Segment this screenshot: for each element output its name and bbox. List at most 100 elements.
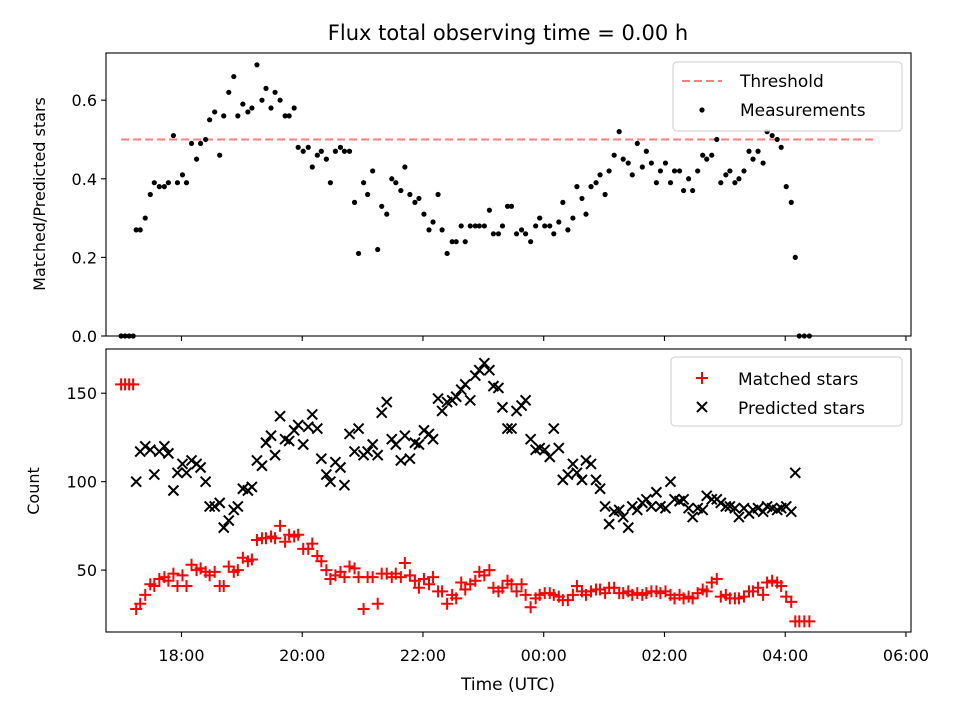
predicted-star-point [677,493,690,506]
measurement-point [430,219,436,225]
matched-star-point [412,581,425,594]
matched-star-point [394,571,407,584]
predicted-star-point [404,452,416,465]
measurement-point [240,101,246,107]
matched-star-point [496,581,509,594]
measurement-point [680,187,687,194]
measurement-point [426,227,432,233]
measurement-point [667,180,674,186]
measurement-point [332,148,339,154]
measurement-point [231,73,237,80]
predicted-star-point [631,504,644,516]
ratio-y-axis-label: Matched/Predicted stars [30,97,49,291]
predicted-star-point [194,461,207,474]
ratio-y-tick-label: 0.6 [72,91,97,110]
predicted-star-point [720,500,732,513]
ratio-y-tick-label: 0.4 [72,170,97,189]
predicted-star-point [185,454,198,467]
measurement-point [183,180,190,186]
measurement-point [565,227,571,233]
x-tick-label: 20:00 [279,646,325,665]
measurement-point [788,199,794,205]
predicted-star-point [686,511,699,523]
matched-star-point [775,580,788,593]
measurement-point [760,160,766,166]
predicted-star-point [338,479,351,491]
measurement-point [375,246,381,253]
measurement-point [523,231,529,237]
predicted-star-point [302,421,314,433]
matched-star-point [561,594,574,607]
matched-star-point [780,590,793,603]
measurement-point [537,215,543,221]
measurement-point [769,132,775,139]
measurement-point [574,184,580,190]
measurement-point [226,89,232,95]
predicted-star-point [785,506,797,518]
predicted-star-point [399,429,411,442]
predicted-star-point [519,394,532,407]
measurement-point [444,250,450,257]
matched-star-point [348,562,361,575]
predicted-star-point [539,444,551,456]
count-y-axis-label: Count [24,467,43,515]
matched-star-point [245,553,258,566]
matched-star-point [686,592,699,605]
predicted-star-point [585,458,597,470]
ratio-y-ticks: 0.0 0.2 0.4 0.6 [72,91,106,346]
measurement-point [346,148,353,154]
matched-star-point [167,567,180,580]
predicted-star-point [715,497,727,509]
matched-star-point [423,578,436,591]
measurement-point [570,215,576,221]
predicted-star-point [544,451,556,463]
predicted-legend-swatch [696,401,708,413]
matched-star-point [153,572,166,585]
measurement-point [723,172,729,178]
predicted-star-point [171,467,184,479]
measurement-point [462,239,468,245]
matched-star-point [785,595,798,608]
predicted-star-point [432,392,444,405]
matched-star-point [279,535,292,548]
measurement-point [704,156,710,162]
chart-title: Flux total observing time = 0.00 h [328,21,688,45]
measurement-point [309,164,315,170]
measurement-point [700,152,706,158]
predicted-star-point [213,497,226,509]
measurement-point [736,176,742,182]
measurement-point [547,223,553,229]
predicted-star-point [265,429,277,442]
matched-star-point [547,588,560,601]
predicted-star-point [371,449,384,461]
measurement-point [221,113,227,119]
x-tick-label: 22:00 [400,646,446,665]
predicted-star-point [167,484,180,497]
predicted-star-point [199,475,212,488]
matched-star-point [566,588,579,601]
measurements-legend-label: Measurements [740,101,866,121]
matched-star-point [455,576,468,589]
measurement-point [212,109,218,115]
matched-star-point [626,588,639,601]
matched-star-point [208,565,221,578]
measurement-point [179,172,186,178]
predicted-star-point [176,458,189,470]
measurement-point [337,144,344,150]
predicted-star-point [590,474,602,486]
predicted-star-point [162,447,175,460]
matched-star-point [441,597,454,610]
measurement-point [421,211,427,217]
predicted-star-point [390,438,402,451]
matched-star-point [217,580,230,593]
measurement-point [341,148,348,154]
measurement-point [318,148,324,154]
matched-star-point [250,534,263,547]
predicted-star-point [650,486,663,498]
predicted-star-point [203,500,216,513]
predicted-star-point [246,481,258,493]
measurement-point [407,191,413,198]
measurement-point [518,227,525,233]
matched-star-point [222,560,235,573]
predicted-star-point [418,424,430,437]
